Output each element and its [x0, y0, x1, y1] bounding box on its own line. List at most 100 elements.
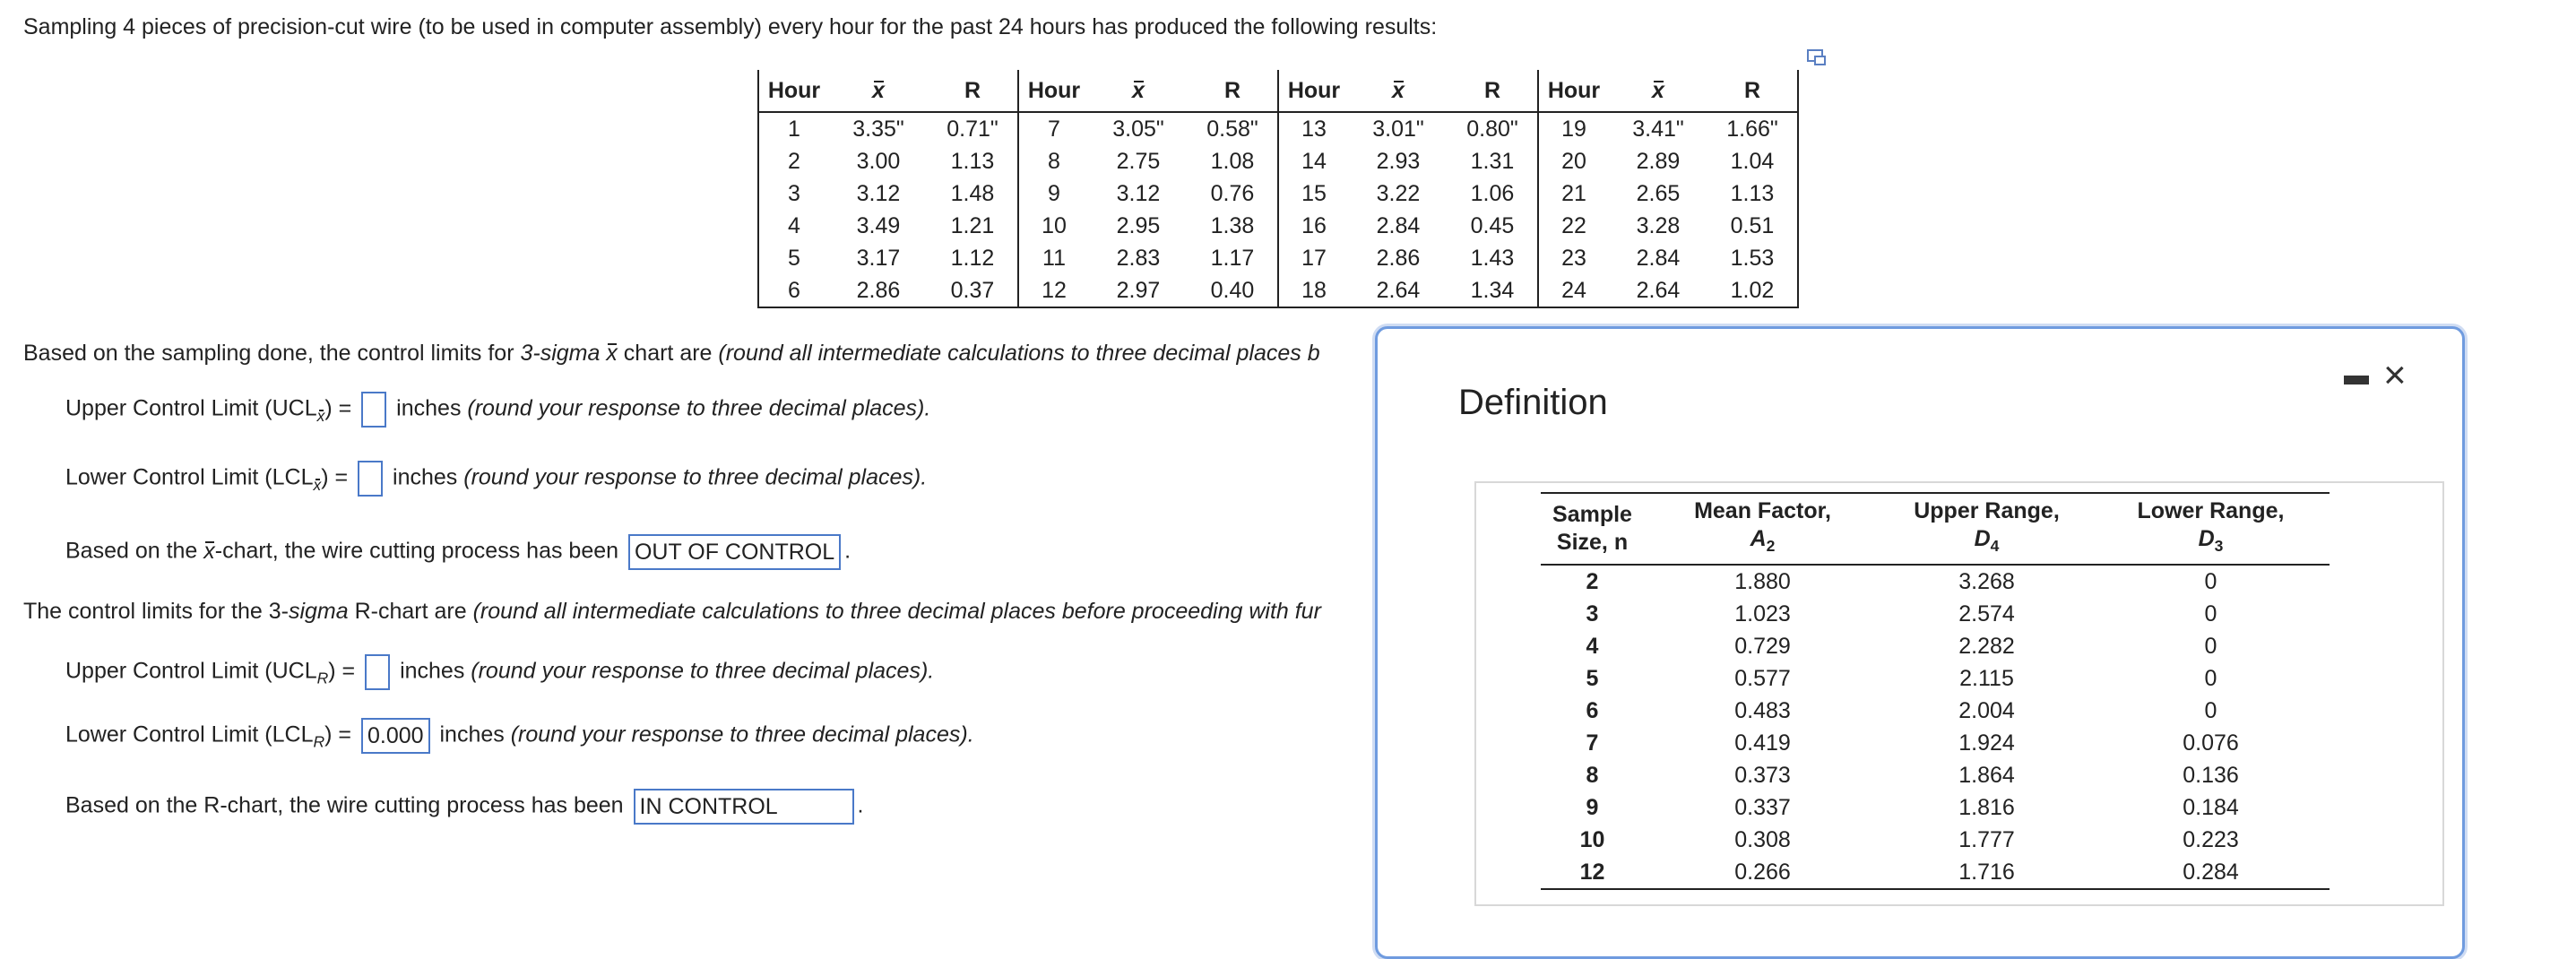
table-cell: 0 [2204, 697, 2217, 723]
table-cell: 0 [2204, 568, 2217, 594]
table-cell: 0.284 [2092, 856, 2330, 890]
table-cell: 1.716 [1881, 856, 2092, 890]
table-cell: 9 [1017, 177, 1089, 210]
table-cell: 2.84 [1636, 245, 1681, 271]
factor-row: 9 0.337 1.816 0.184 [1541, 791, 2330, 824]
table-cell: 3.00 [856, 148, 901, 174]
column-header-hour: Hour [758, 70, 829, 113]
xbar-lcl-input[interactable] [358, 461, 384, 497]
table-cell: 0.223 [2183, 826, 2239, 852]
sample-data-table: Hour x R Hour x R Hour x R Hour x R 1 3.35" 0.71" 7 3.0… [757, 70, 1799, 308]
table-cell: 2.75 [1116, 148, 1161, 174]
column-header-hour: Hour [1017, 70, 1089, 113]
table-cell: 2.574 [1958, 600, 2015, 626]
factor-row: 12 0.266 1.716 0.284 [1541, 856, 2330, 890]
table-cell: 0.266 [1644, 856, 1881, 890]
table-cell: 20 [1537, 145, 1609, 177]
table-cell: 0.419 [1734, 730, 1791, 756]
table-cell: 3.41" [1632, 116, 1684, 142]
r-conclusion-select[interactable]: IN CONTROL [633, 789, 854, 825]
table-cell: 17 [1277, 242, 1349, 274]
factor-row: 6 0.483 2.004 0 [1541, 695, 2330, 727]
factor-table-frame: Sample Size, n Mean Factor, A2 Upper Range, D… [1474, 481, 2444, 906]
table-cell: 3.01" [1372, 116, 1424, 142]
table-cell: 0.729 [1734, 633, 1791, 659]
table-cell: 0.58" [1206, 116, 1258, 142]
table-cell: 1.864 [1958, 762, 2015, 788]
factor-row: 8 0.373 1.864 0.136 [1541, 759, 2330, 791]
table-cell: 0.373 [1734, 762, 1791, 788]
table-cell: 10 [1017, 210, 1089, 242]
table-cell: 1.777 [1958, 826, 2015, 852]
table-cell: 12 [1541, 856, 1644, 890]
table-cell: 2 [788, 148, 800, 174]
factor-row: 3 1.023 2.574 0 [1541, 598, 2330, 630]
definition-dialog: Definition × Sample Size, n Mean Factor, A2… [1375, 326, 2465, 959]
table-cell: 1.02 [1730, 277, 1775, 303]
table-cell: 12 [1017, 274, 1089, 307]
column-header-range: R [928, 70, 1018, 113]
table-cell: 6 [1586, 697, 1599, 723]
table-cell: 0.51 [1730, 212, 1775, 238]
table-cell: 9 [1586, 794, 1599, 820]
table-cell: 1.13 [1730, 180, 1775, 206]
xbar-ucl-input[interactable] [361, 392, 387, 428]
table-cell: 1.023 [1734, 600, 1791, 626]
table-cell: 3.22 [1376, 180, 1421, 206]
table-cell: 1.08 [1210, 148, 1255, 174]
column-header-xbar: x [1349, 70, 1448, 113]
column-header-hour: Hour [1537, 70, 1609, 113]
column-header-xbar: x [1089, 70, 1188, 113]
table-cell: 16 [1277, 210, 1349, 242]
table-cell: 2.282 [1958, 633, 2015, 659]
r-ucl-input[interactable] [365, 654, 391, 690]
table-cell: 3.49 [856, 212, 901, 238]
close-icon[interactable]: × [2383, 353, 2407, 397]
table-cell: 13 [1277, 112, 1349, 145]
column-header-xbar: x [829, 70, 928, 113]
table-cell: 6 [788, 277, 800, 303]
table-cell: 0.136 [2183, 762, 2239, 788]
table-cell: 1.43 [1470, 245, 1515, 271]
table-cell: 0.40 [1210, 277, 1255, 303]
table-cell: 0.483 [1734, 697, 1791, 723]
r-ucl-row: Upper Control Limit (UCLR) = inches (rou… [65, 654, 934, 690]
table-cell: 18 [1277, 274, 1349, 307]
table-cell: 2.65 [1636, 180, 1681, 206]
table-cell: 2.97 [1116, 277, 1161, 303]
table-cell: 3.05" [1112, 116, 1164, 142]
table-cell: 5 [1586, 665, 1599, 691]
table-cell: 0.45 [1470, 212, 1515, 238]
factor-row: 10 0.308 1.777 0.223 [1541, 824, 2330, 856]
table-cell: 2.64 [1376, 277, 1421, 303]
table-cell: 5 [788, 245, 800, 271]
r-lcl-input[interactable]: 0.000 [360, 718, 430, 754]
table-cell: 8 [1017, 145, 1089, 177]
r-lcl-row: Lower Control Limit (LCLR) = 0.000 inche… [65, 718, 974, 754]
xbar-ucl-row: Upper Control Limit (UCLx) = inches (rou… [65, 392, 930, 428]
r-conclusion-row: Based on the R-chart, the wire cutting p… [65, 789, 863, 825]
factor-row: 5 0.577 2.115 0 [1541, 662, 2330, 695]
table-cell: 3.35" [852, 116, 904, 142]
table-row: 3 3.12 1.48 9 3.12 0.76 15 3.22 1.06 21 2.65 1.13 [758, 177, 1798, 210]
table-cell: 4 [788, 212, 800, 238]
table-cell: 0 [2204, 633, 2217, 659]
table-cell: 1.21 [950, 212, 995, 238]
table-cell: 2.84 [1376, 212, 1421, 238]
column-header-range: R [1188, 70, 1278, 113]
table-cell: 0.308 [1734, 826, 1791, 852]
table-cell: 3 [1586, 600, 1599, 626]
minimize-icon[interactable] [2344, 376, 2369, 384]
table-cell: 0 [2204, 600, 2217, 626]
table-cell: 1.48 [950, 180, 995, 206]
table-cell: 1.17 [1210, 245, 1255, 271]
column-header-range: R [1448, 70, 1538, 113]
expand-window-icon[interactable] [1807, 49, 1827, 65]
table-cell: 3.17 [856, 245, 901, 271]
table-cell: 1.12 [950, 245, 995, 271]
table-cell: 11 [1017, 242, 1089, 274]
xbar-conclusion-select[interactable]: OUT OF CONTROL [627, 534, 842, 570]
table-cell: 7 [1586, 730, 1599, 756]
intro-text: Sampling 4 pieces of precision-cut wire … [23, 14, 1438, 39]
table-cell: 24 [1537, 274, 1609, 307]
